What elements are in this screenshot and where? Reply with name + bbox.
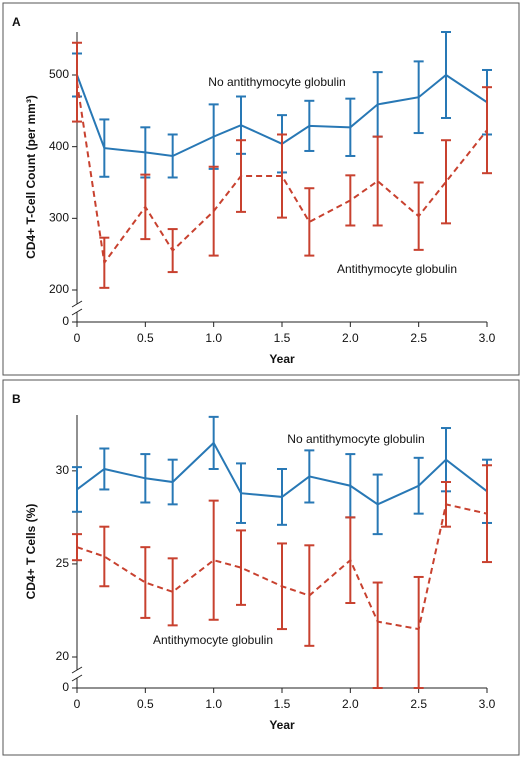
- y-tick-label: 300: [49, 211, 69, 225]
- panel-label: B: [12, 392, 21, 406]
- panel-frame: [2, 379, 520, 756]
- axis-break: [71, 308, 83, 316]
- axis-break: [71, 666, 83, 674]
- y-tick-label: 500: [49, 67, 69, 81]
- axis-break: [71, 674, 83, 682]
- x-tick-label: 1.0: [205, 331, 222, 345]
- x-axis-label: Year: [269, 352, 295, 366]
- x-tick-label: 1.5: [274, 697, 291, 711]
- y-tick-label: 25: [56, 556, 70, 570]
- x-tick-label: 1.5: [274, 331, 291, 345]
- y-tick-label: 200: [49, 282, 69, 296]
- series-line: [76, 503, 488, 631]
- y-axis-label: CD4+ T Cells (%): [24, 504, 38, 600]
- series-label: No antithymocyte globulin: [287, 432, 424, 446]
- x-tick-label: 0: [74, 331, 81, 345]
- y-tick-label: 0: [62, 314, 69, 328]
- x-tick-label: 0.5: [137, 697, 154, 711]
- y-tick-label: 400: [49, 139, 69, 153]
- x-axis-label: Year: [269, 718, 295, 732]
- series-line: [76, 82, 488, 266]
- x-tick-label: 3.0: [479, 331, 496, 345]
- series-line: [76, 441, 488, 506]
- x-tick-label: 0.5: [137, 331, 154, 345]
- x-tick-label: 2.5: [410, 697, 427, 711]
- series-label: No antithymocyte globulin: [208, 75, 345, 89]
- x-tick-label: 1.0: [205, 697, 222, 711]
- y-tick-label: 30: [56, 463, 70, 477]
- y-axis-label: CD4+ T-Cell Count (per mm³): [24, 95, 38, 259]
- panel-frame: [2, 2, 520, 376]
- x-tick-label: 0: [74, 697, 81, 711]
- x-tick-label: 2.0: [342, 697, 359, 711]
- series-label: Antithymocyte globulin: [337, 262, 457, 276]
- x-tick-label: 2.5: [410, 331, 427, 345]
- y-tick-label: 20: [56, 649, 70, 663]
- panel-label: A: [12, 15, 21, 29]
- x-tick-label: 2.0: [342, 331, 359, 345]
- x-tick-label: 3.0: [479, 697, 496, 711]
- y-tick-label: 0: [62, 680, 69, 694]
- axis-break: [71, 300, 83, 308]
- series-label: Antithymocyte globulin: [153, 633, 273, 647]
